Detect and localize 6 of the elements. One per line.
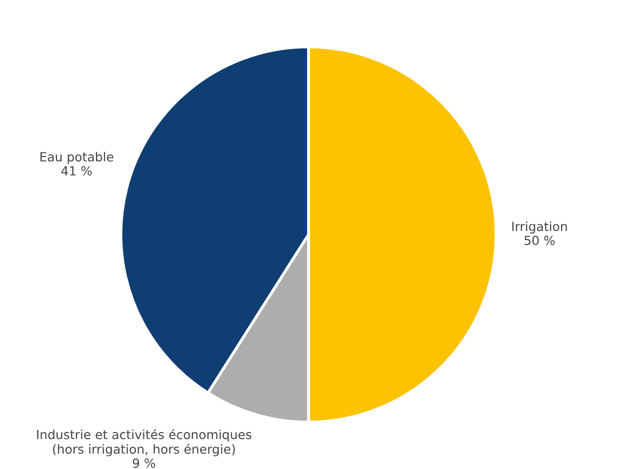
slice-label: Irrigation bbox=[512, 221, 567, 234]
data-label: 9 % bbox=[132, 458, 156, 468]
slice-label: Eau potable bbox=[40, 152, 114, 164]
slice-label: Industrie et activités économiques (hors irrigation, hors énergie) bbox=[37, 429, 252, 456]
data-label: 50 % bbox=[524, 236, 555, 246]
data-label: 41 % bbox=[61, 166, 92, 176]
